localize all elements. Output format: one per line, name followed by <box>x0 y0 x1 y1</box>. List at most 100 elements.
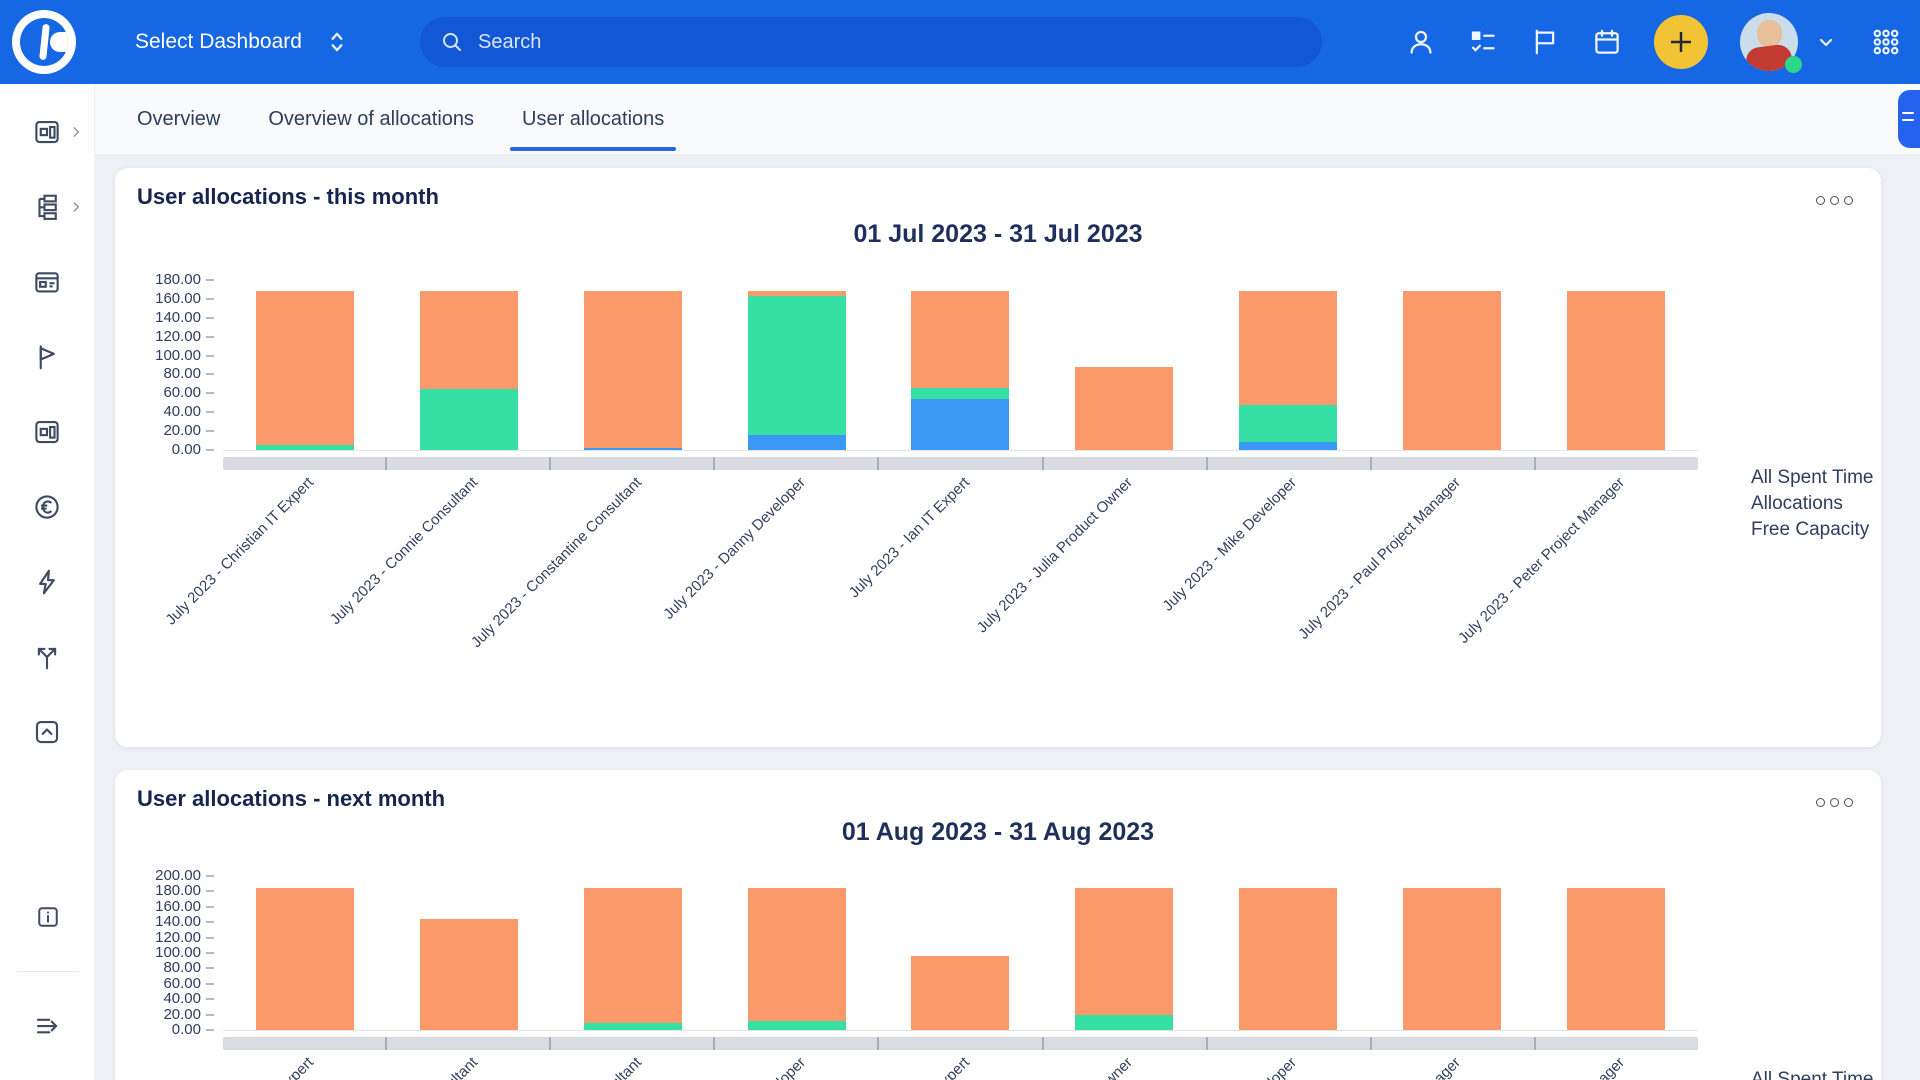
sidebar-item-milestones[interactable] <box>11 333 83 381</box>
app-logo[interactable] <box>12 10 76 74</box>
profile-button[interactable] <box>1406 27 1436 57</box>
search-bar[interactable] <box>420 17 1322 67</box>
bar-segment-free-capacity[interactable] <box>255 291 354 446</box>
chart-bar[interactable] <box>583 291 682 450</box>
sidebar-item-boards[interactable] <box>11 408 83 456</box>
user-avatar[interactable] <box>1740 13 1802 73</box>
chart-bar[interactable] <box>1403 888 1502 1030</box>
bar-segment-all-spent-time[interactable] <box>747 434 846 450</box>
chart-bar-slot <box>1534 876 1698 1030</box>
bar-segment-allocations[interactable] <box>1239 404 1338 443</box>
sidebar-item-finance[interactable] <box>11 483 83 531</box>
chart-scrollbar[interactable] <box>223 457 1698 470</box>
chart-bar[interactable] <box>911 956 1010 1030</box>
bar-segment-free-capacity[interactable] <box>583 291 682 449</box>
bar-segment-allocations[interactable] <box>1075 1015 1174 1030</box>
chart-bar[interactable] <box>1239 291 1338 450</box>
bar-segment-all-spent-time[interactable] <box>583 448 682 450</box>
add-button[interactable] <box>1654 15 1708 69</box>
panel-title: User allocations - this month <box>137 184 439 209</box>
y-axis-tick <box>206 905 214 908</box>
apps-grid-button[interactable] <box>1870 26 1902 58</box>
bar-segment-all-spent-time[interactable] <box>1239 442 1338 450</box>
legend-item-allocations: Allocations <box>1751 493 1843 514</box>
chart-bar[interactable] <box>255 291 354 450</box>
bar-segment-allocations[interactable] <box>911 387 1010 399</box>
account-menu-button[interactable] <box>1814 30 1838 54</box>
bar-segment-free-capacity[interactable] <box>1403 291 1502 450</box>
y-axis-tick <box>206 890 214 893</box>
bar-segment-free-capacity[interactable] <box>419 291 518 389</box>
lightning-icon <box>39 569 55 595</box>
unfold-icon <box>331 32 343 52</box>
tasks-button[interactable] <box>1468 27 1498 57</box>
bar-segment-free-capacity[interactable] <box>1403 888 1502 1030</box>
sidebar-item-dashboards[interactable] <box>11 108 83 156</box>
bar-segment-free-capacity[interactable] <box>583 888 682 1024</box>
chart-bar[interactable] <box>1567 291 1666 450</box>
panel-menu-button[interactable] <box>1816 184 1853 210</box>
bar-segment-allocations[interactable] <box>419 388 518 450</box>
search-input[interactable] <box>478 30 1302 54</box>
chart-bar[interactable] <box>1567 888 1666 1030</box>
bar-segment-allocations[interactable] <box>255 445 354 450</box>
chart-bar[interactable] <box>419 919 518 1030</box>
tab-user-allocations[interactable]: User allocations <box>509 84 677 155</box>
sidebar-item-upload[interactable] <box>11 708 83 756</box>
y-axis-label: 100.00 <box>155 346 201 364</box>
chart-bar[interactable] <box>747 888 846 1030</box>
bar-segment-free-capacity[interactable] <box>911 956 1010 1030</box>
chart-bar[interactable] <box>747 291 846 450</box>
y-axis-tick <box>206 279 214 281</box>
bar-segment-all-spent-time[interactable] <box>911 399 1010 450</box>
legend-item-all-spent-time: All Spent Time <box>1751 1069 1874 1080</box>
chart-bar[interactable] <box>1075 888 1174 1030</box>
apps-grid-icon <box>1873 29 1899 55</box>
bar-segment-free-capacity[interactable] <box>747 291 846 297</box>
bar-segment-allocations[interactable] <box>747 1020 846 1030</box>
bar-segment-free-capacity[interactable] <box>419 919 518 1030</box>
bar-segment-free-capacity[interactable] <box>1239 888 1338 1030</box>
x-axis-line <box>223 1030 1698 1031</box>
bar-segment-free-capacity[interactable] <box>1075 366 1174 450</box>
sidebar-item-pages[interactable] <box>11 258 83 306</box>
y-axis-label: 40.00 <box>163 990 201 1008</box>
chart-bar[interactable] <box>419 291 518 450</box>
flag-icon <box>1535 29 1555 55</box>
tab-overview-of-allocations[interactable]: Overview of allocations <box>264 84 478 155</box>
bar-segment-free-capacity[interactable] <box>1567 291 1666 450</box>
y-axis-label: 180.00 <box>155 271 201 288</box>
bar-segment-free-capacity[interactable] <box>1075 888 1174 1016</box>
tab-overview[interactable]: Overview <box>133 84 224 155</box>
bar-segment-free-capacity[interactable] <box>747 888 846 1021</box>
bar-segment-free-capacity[interactable] <box>1239 291 1338 405</box>
chart-bar[interactable] <box>1075 366 1174 450</box>
euro-icon <box>35 495 59 519</box>
sidebar-item-quick-actions[interactable] <box>11 558 83 606</box>
bar-segment-free-capacity[interactable] <box>255 888 354 1030</box>
bar-segment-allocations[interactable] <box>747 296 846 435</box>
chart-scrollbar[interactable] <box>223 1037 1698 1050</box>
bar-segment-allocations[interactable] <box>583 1023 682 1030</box>
calendar-button[interactable] <box>1592 27 1622 57</box>
y-axis-tick <box>206 1029 214 1031</box>
y-axis-label: 80.00 <box>163 365 201 383</box>
flag-pennant-icon <box>39 345 55 370</box>
chart-bar-slot <box>879 280 1043 450</box>
sidebar-collapse-button[interactable] <box>12 1002 84 1050</box>
chart-bar[interactable] <box>1239 888 1338 1030</box>
filter-panel-toggle[interactable] <box>1898 90 1920 148</box>
panel-menu-button[interactable] <box>1816 786 1853 812</box>
bar-segment-free-capacity[interactable] <box>1567 888 1666 1030</box>
flags-button[interactable] <box>1530 27 1560 57</box>
sidebar-item-info[interactable] <box>12 893 84 941</box>
chart-bar[interactable] <box>255 888 354 1030</box>
chart-bar[interactable] <box>583 888 682 1030</box>
chart-bar[interactable] <box>911 291 1010 450</box>
chart-bar[interactable] <box>1403 291 1502 450</box>
bar-segment-free-capacity[interactable] <box>911 291 1010 388</box>
sidebar-item-project-structure[interactable] <box>11 183 83 231</box>
sidebar-item-workflow[interactable] <box>11 633 83 681</box>
calendar-icon <box>1595 29 1619 54</box>
dashboard-selector[interactable]: Select Dashboard <box>135 0 350 84</box>
